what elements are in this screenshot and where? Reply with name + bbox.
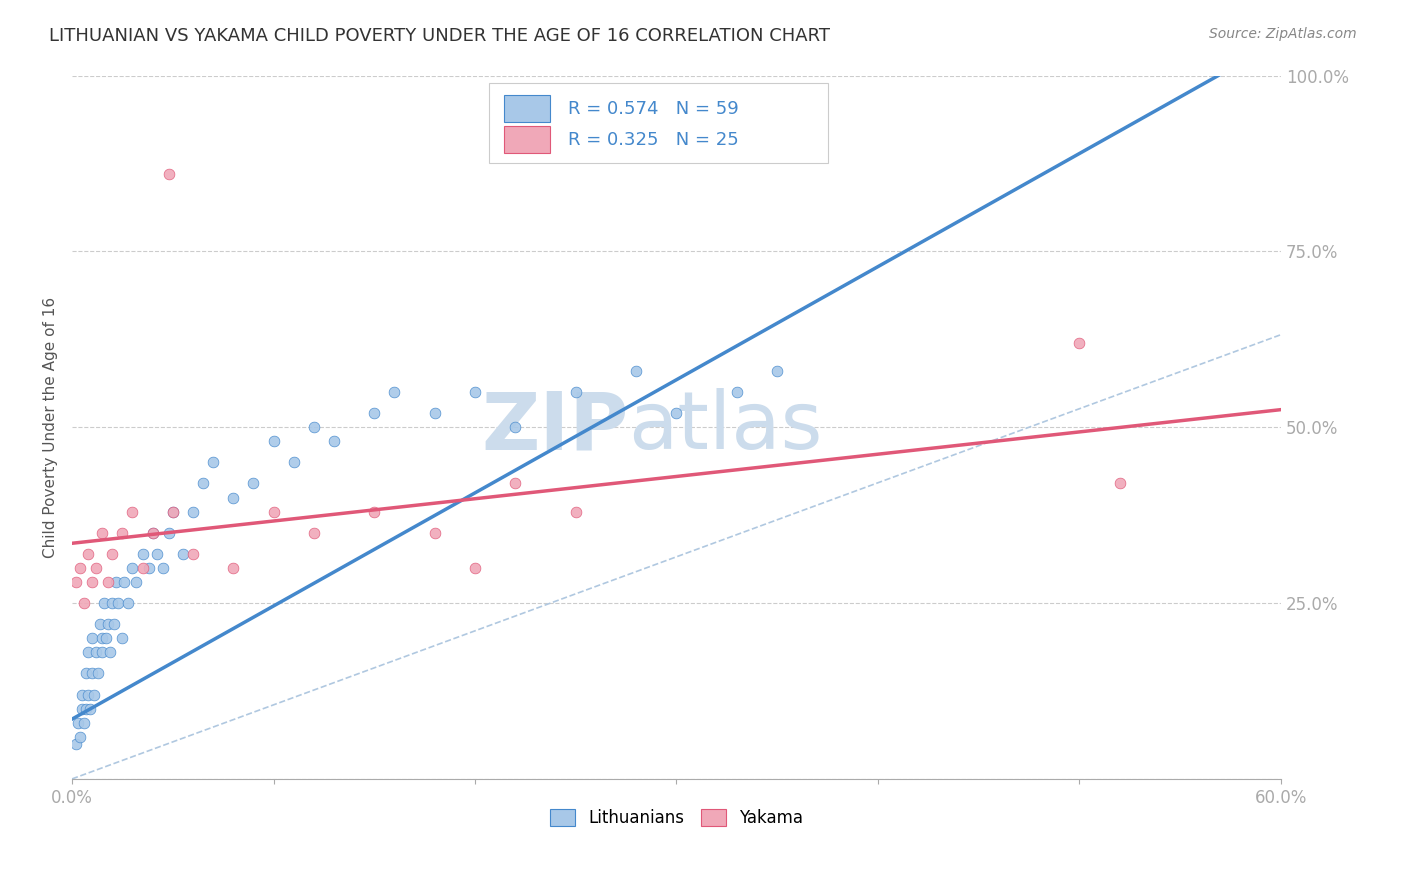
Point: [263, 434, 285, 449]
Point: [67, 715, 90, 730]
Point: [242, 476, 264, 491]
Point: [503, 476, 526, 491]
Legend: Lithuanians, Yakama: Lithuanians, Yakama: [543, 803, 810, 834]
Point: [145, 547, 167, 561]
Point: [564, 505, 586, 519]
Bar: [503, 95, 550, 122]
Point: [1108, 476, 1130, 491]
Point: [263, 505, 285, 519]
Point: [84, 645, 107, 659]
Point: [101, 596, 124, 610]
Point: [89, 617, 111, 632]
Y-axis label: Child Poverty Under the Age of 16: Child Poverty Under the Age of 16: [44, 297, 58, 558]
Point: [131, 547, 153, 561]
Point: [162, 505, 184, 519]
Point: [766, 364, 789, 378]
Text: LITHUANIAN VS YAKAMA CHILD POVERTY UNDER THE AGE OF 16 CORRELATION CHART: LITHUANIAN VS YAKAMA CHILD POVERTY UNDER…: [49, 27, 830, 45]
Point: [323, 434, 346, 449]
Point: [112, 574, 135, 589]
Point: [73, 596, 96, 610]
Point: [93, 596, 115, 610]
Point: [96, 632, 118, 646]
Point: [117, 596, 139, 610]
Text: R = 0.574   N = 59: R = 0.574 N = 59: [568, 100, 738, 118]
Point: [77, 688, 100, 702]
Point: [84, 561, 107, 575]
Point: [222, 491, 245, 505]
Point: [423, 525, 446, 540]
Point: [283, 455, 305, 469]
FancyBboxPatch shape: [489, 83, 828, 163]
Point: [82, 574, 104, 589]
Point: [91, 645, 114, 659]
Point: [142, 525, 165, 540]
Point: [1069, 335, 1091, 350]
Point: [70, 701, 93, 715]
Point: [131, 561, 153, 575]
Point: [152, 561, 174, 575]
Point: [98, 645, 121, 659]
Point: [79, 701, 101, 715]
Point: [111, 525, 134, 540]
Point: [91, 632, 114, 646]
Point: [121, 505, 143, 519]
Point: [82, 666, 104, 681]
Point: [97, 617, 120, 632]
Point: [191, 476, 214, 491]
Point: [423, 406, 446, 420]
Point: [202, 455, 225, 469]
Point: [65, 737, 87, 751]
Text: Source: ZipAtlas.com: Source: ZipAtlas.com: [1209, 27, 1357, 41]
Bar: [503, 126, 550, 153]
Point: [172, 547, 194, 561]
Point: [101, 547, 124, 561]
Point: [73, 715, 96, 730]
Point: [363, 406, 385, 420]
Point: [624, 364, 647, 378]
Point: [75, 701, 97, 715]
Point: [157, 525, 180, 540]
Point: [103, 617, 125, 632]
Point: [138, 561, 160, 575]
Point: [503, 420, 526, 434]
Point: [83, 688, 105, 702]
Point: [75, 666, 97, 681]
Point: [77, 547, 100, 561]
Point: [69, 730, 91, 744]
Point: [105, 574, 128, 589]
Point: [181, 547, 204, 561]
Point: [125, 574, 148, 589]
Point: [157, 167, 180, 181]
Point: [222, 561, 245, 575]
Point: [77, 645, 100, 659]
Point: [464, 385, 486, 400]
Point: [87, 666, 110, 681]
Point: [162, 505, 184, 519]
Point: [665, 406, 688, 420]
Point: [302, 420, 325, 434]
Point: [464, 561, 486, 575]
Point: [70, 688, 93, 702]
Text: ZIP: ZIP: [481, 388, 628, 467]
Point: [302, 525, 325, 540]
Text: atlas: atlas: [628, 388, 823, 467]
Point: [65, 574, 87, 589]
Point: [725, 385, 748, 400]
Point: [564, 385, 586, 400]
Text: R = 0.325   N = 25: R = 0.325 N = 25: [568, 130, 738, 149]
Point: [142, 525, 165, 540]
Point: [121, 561, 143, 575]
Point: [384, 385, 406, 400]
Point: [363, 505, 385, 519]
Point: [97, 574, 120, 589]
Point: [107, 596, 129, 610]
Point: [82, 632, 104, 646]
Point: [91, 525, 114, 540]
Point: [181, 505, 204, 519]
Point: [69, 561, 91, 575]
Point: [111, 632, 134, 646]
